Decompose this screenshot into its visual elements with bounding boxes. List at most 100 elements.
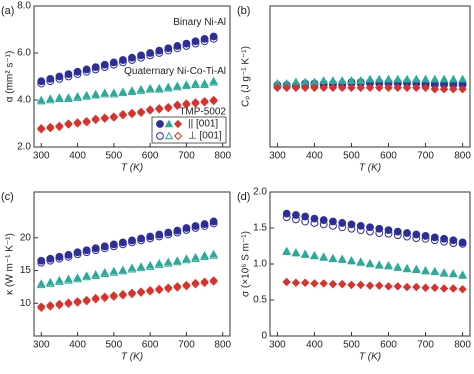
y-tick-label: 10 xyxy=(20,298,32,309)
data-point xyxy=(191,253,200,261)
x-tick-label: 300 xyxy=(269,151,286,162)
data-point xyxy=(64,93,73,101)
data-point xyxy=(430,85,439,94)
data-point xyxy=(127,86,137,94)
data-point xyxy=(412,230,421,239)
data-point xyxy=(439,284,449,293)
data-point xyxy=(402,282,412,292)
x-axis-title: T (K) xyxy=(359,163,381,174)
y-axis-title: Cₚ (J g⁻¹ K⁻¹) xyxy=(241,46,252,107)
data-point xyxy=(449,236,458,245)
y-tick-label: 20 xyxy=(20,232,32,243)
data-point xyxy=(421,83,430,92)
data-point xyxy=(128,53,136,62)
data-point xyxy=(173,42,182,50)
data-point xyxy=(402,74,412,83)
data-point xyxy=(412,282,421,292)
data-point xyxy=(100,242,109,251)
data-point xyxy=(365,281,375,290)
data-point xyxy=(155,104,164,113)
data-point xyxy=(421,74,430,83)
data-point xyxy=(209,249,218,258)
data-point xyxy=(458,285,467,294)
y-tick-label: 15 xyxy=(20,265,32,276)
x-tick-label: 400 xyxy=(306,151,323,162)
x-tick-label: 800 xyxy=(454,340,471,351)
data-point xyxy=(37,95,46,104)
data-point xyxy=(173,100,182,109)
data-point xyxy=(439,268,449,276)
data-point xyxy=(73,118,82,127)
data-point xyxy=(375,74,384,83)
data-point xyxy=(393,74,403,83)
data-point xyxy=(310,83,319,92)
data-point xyxy=(182,254,191,262)
data-point xyxy=(128,236,136,245)
data-point xyxy=(91,63,100,71)
plot-frame xyxy=(33,5,231,148)
data-point xyxy=(64,250,73,259)
data-point xyxy=(91,89,100,98)
data-point xyxy=(137,51,145,60)
material-label: Binary Ni-Al xyxy=(173,17,226,28)
data-point xyxy=(421,283,430,292)
data-point xyxy=(136,84,146,93)
data-point xyxy=(347,255,356,264)
data-point xyxy=(458,74,467,83)
data-point xyxy=(73,297,82,306)
data-point xyxy=(73,92,82,100)
data-point xyxy=(458,238,467,247)
data-point xyxy=(91,270,100,278)
data-point xyxy=(338,280,347,289)
data-point xyxy=(384,226,393,235)
x-tick-label: 700 xyxy=(178,151,195,162)
data-point xyxy=(200,97,209,106)
data-point xyxy=(458,270,467,279)
data-point xyxy=(328,280,338,289)
data-point xyxy=(292,211,300,219)
data-point xyxy=(82,117,91,126)
data-point xyxy=(328,83,338,92)
data-point xyxy=(55,72,64,81)
plot-frame xyxy=(269,5,471,148)
data-point xyxy=(347,83,356,92)
data-point xyxy=(164,44,173,53)
data-point xyxy=(328,253,338,262)
data-point xyxy=(449,284,458,293)
data-point xyxy=(310,279,319,288)
y-tick-label: 2.0 xyxy=(17,142,31,153)
data-point xyxy=(82,65,91,74)
data-point xyxy=(282,277,291,287)
data-point xyxy=(173,81,182,90)
data-point xyxy=(209,95,218,105)
data-point xyxy=(366,223,374,232)
data-point xyxy=(127,108,137,118)
data-point xyxy=(310,214,319,223)
data-point xyxy=(37,279,46,287)
data-point xyxy=(375,224,384,233)
data-point xyxy=(200,220,209,228)
data-point xyxy=(430,283,439,292)
data-point xyxy=(365,74,375,83)
data-point xyxy=(393,83,402,92)
data-point xyxy=(365,83,375,92)
data-point xyxy=(200,35,209,43)
x-tick-label: 500 xyxy=(343,151,360,162)
data-point xyxy=(356,76,365,84)
data-point xyxy=(319,83,328,92)
data-point xyxy=(55,299,64,309)
data-point xyxy=(209,76,218,85)
data-point xyxy=(164,257,173,266)
data-point xyxy=(55,275,64,284)
data-point xyxy=(146,105,155,114)
data-point xyxy=(82,90,91,99)
data-point xyxy=(46,122,55,132)
data-point xyxy=(37,77,46,86)
y-axis-title: α (mm² s⁻¹) xyxy=(5,51,16,103)
data-point xyxy=(319,76,328,84)
y-tick-label: 0.5 xyxy=(253,295,267,306)
data-point xyxy=(440,234,448,243)
data-point xyxy=(282,83,291,92)
data-point xyxy=(100,60,109,69)
data-point xyxy=(291,248,301,256)
